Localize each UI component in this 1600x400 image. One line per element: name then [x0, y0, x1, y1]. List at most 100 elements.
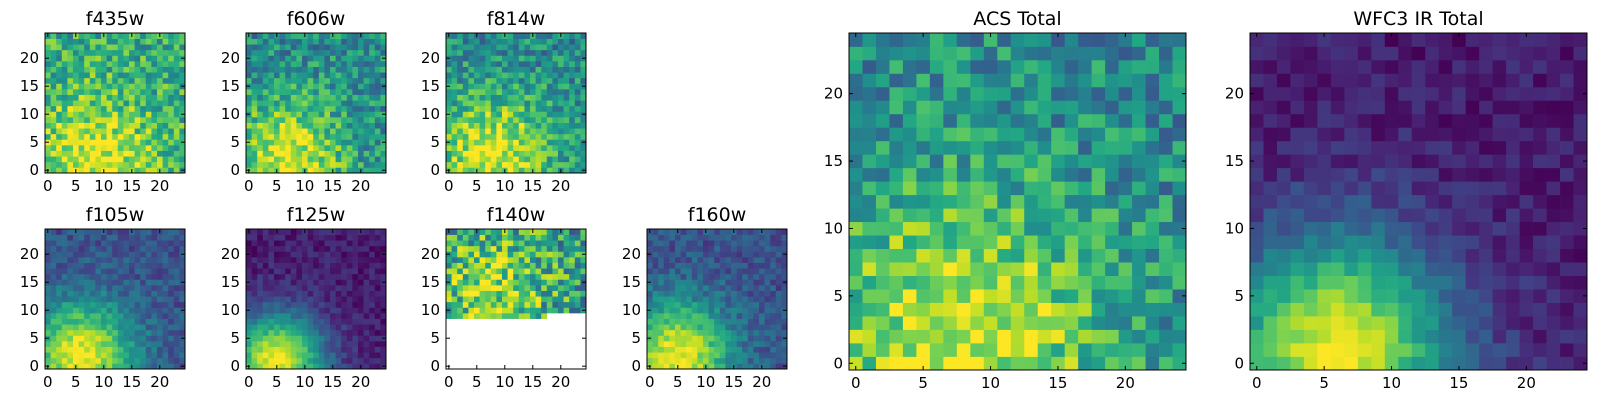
heatmap-cell [569, 234, 576, 241]
heatmap-cell [123, 38, 130, 45]
heatmap-cell [168, 49, 175, 56]
heatmap-cell [56, 128, 63, 135]
heatmap-cell [112, 307, 119, 314]
heatmap-cell [290, 335, 297, 342]
heatmap-cell [168, 290, 175, 297]
heatmap-cell [468, 122, 475, 129]
y-tick-label: 10 [221, 301, 240, 319]
heatmap-cell [902, 248, 917, 263]
x-tick-label: 15 [523, 373, 542, 391]
heatmap-cell [468, 100, 475, 107]
heatmap-cell [451, 122, 458, 129]
heatmap-cell [168, 94, 175, 101]
heatmap-cell [983, 46, 998, 61]
heatmap-cell [675, 290, 681, 297]
heatmap-cell [546, 105, 553, 112]
heatmap-cell [123, 257, 130, 263]
heatmap-cell [451, 307, 458, 314]
heatmap-cell [541, 307, 548, 314]
heatmap-cell [1159, 181, 1173, 196]
heatmap-cell [123, 117, 130, 123]
heatmap-cell [691, 268, 698, 275]
heatmap-cell [89, 150, 96, 157]
heatmap-cell [73, 335, 79, 342]
heatmap-cell [563, 262, 570, 269]
heatmap-cell [352, 44, 359, 51]
heatmap-cell [89, 117, 96, 123]
heatmap-cell [285, 352, 292, 359]
heatmap-cell [346, 268, 353, 275]
heatmap-cell [862, 181, 877, 196]
heatmap-cell [374, 77, 381, 84]
heatmap-cell [1145, 356, 1160, 371]
heatmap-cell [747, 279, 754, 286]
heatmap-cell [742, 296, 749, 303]
heatmap-cell [462, 139, 469, 146]
heatmap-cell [56, 234, 63, 241]
heatmap-cell [369, 111, 376, 118]
heatmap-cell [50, 262, 57, 269]
heatmap-cell [496, 33, 503, 39]
heatmap-cell [246, 77, 252, 84]
heatmap-cell [151, 150, 158, 157]
heatmap-cell [457, 285, 464, 291]
heatmap-cell [50, 245, 57, 252]
heatmap-cell [524, 117, 531, 123]
y-tick-label: 15 [622, 273, 641, 291]
heatmap-cell [1064, 221, 1079, 236]
heatmap-cell [849, 86, 863, 101]
heatmap-cell [569, 122, 576, 129]
heatmap-cell [101, 257, 107, 263]
heatmap-cell [330, 341, 336, 347]
heatmap-cell [73, 72, 79, 79]
heatmap-cell [569, 167, 576, 174]
heatmap-cell [725, 363, 732, 370]
heatmap-cell [580, 262, 587, 269]
heatmap-cell [374, 352, 381, 359]
heatmap-cell [89, 44, 96, 51]
heatmap-cell [369, 33, 376, 39]
heatmap-cell [307, 318, 314, 325]
x-tick-label: 0 [444, 373, 454, 391]
heatmap-cell [1118, 86, 1133, 101]
heatmap-cell [775, 290, 782, 297]
heatmap-cell [983, 221, 998, 236]
heatmap-cell [369, 72, 376, 79]
heatmap-cell [1132, 86, 1146, 101]
heatmap-cell [151, 156, 158, 163]
heatmap-cell [112, 346, 119, 353]
heatmap-cell [524, 44, 531, 51]
heatmap-cell [518, 234, 525, 241]
heatmap-cell [552, 245, 559, 252]
heatmap-cell [652, 329, 659, 336]
heatmap-cell [313, 111, 320, 118]
heatmap-cell [246, 245, 252, 252]
heatmap-cell [50, 139, 57, 146]
heatmap-cell [902, 194, 917, 209]
heatmap-cell [89, 268, 96, 275]
heatmap-cell [929, 127, 944, 142]
heatmap-cell [530, 66, 536, 73]
heatmap-cell [1010, 208, 1025, 223]
heatmap-cell [117, 363, 124, 370]
heatmap-cell [145, 352, 152, 359]
heatmap-cell [274, 61, 280, 67]
heatmap-cell [369, 324, 376, 331]
heatmap-cell [524, 111, 531, 118]
heatmap-cell [307, 133, 314, 140]
heatmap-cell [513, 38, 520, 45]
heatmap-cell [157, 117, 163, 123]
heatmap-cell [1024, 33, 1039, 47]
heatmap-cell [50, 49, 57, 56]
heatmap-cell [862, 86, 877, 101]
heatmap-cell [862, 275, 877, 290]
heatmap-cell [563, 167, 570, 174]
heatmap-cell [703, 262, 709, 269]
heatmap-cell [983, 329, 998, 344]
heatmap-cell [257, 94, 264, 101]
heatmap-cell [775, 229, 782, 235]
heatmap-cell [157, 122, 163, 129]
heatmap-cell [45, 357, 51, 364]
heatmap-cell [45, 156, 51, 163]
heatmap-cell [285, 55, 292, 62]
